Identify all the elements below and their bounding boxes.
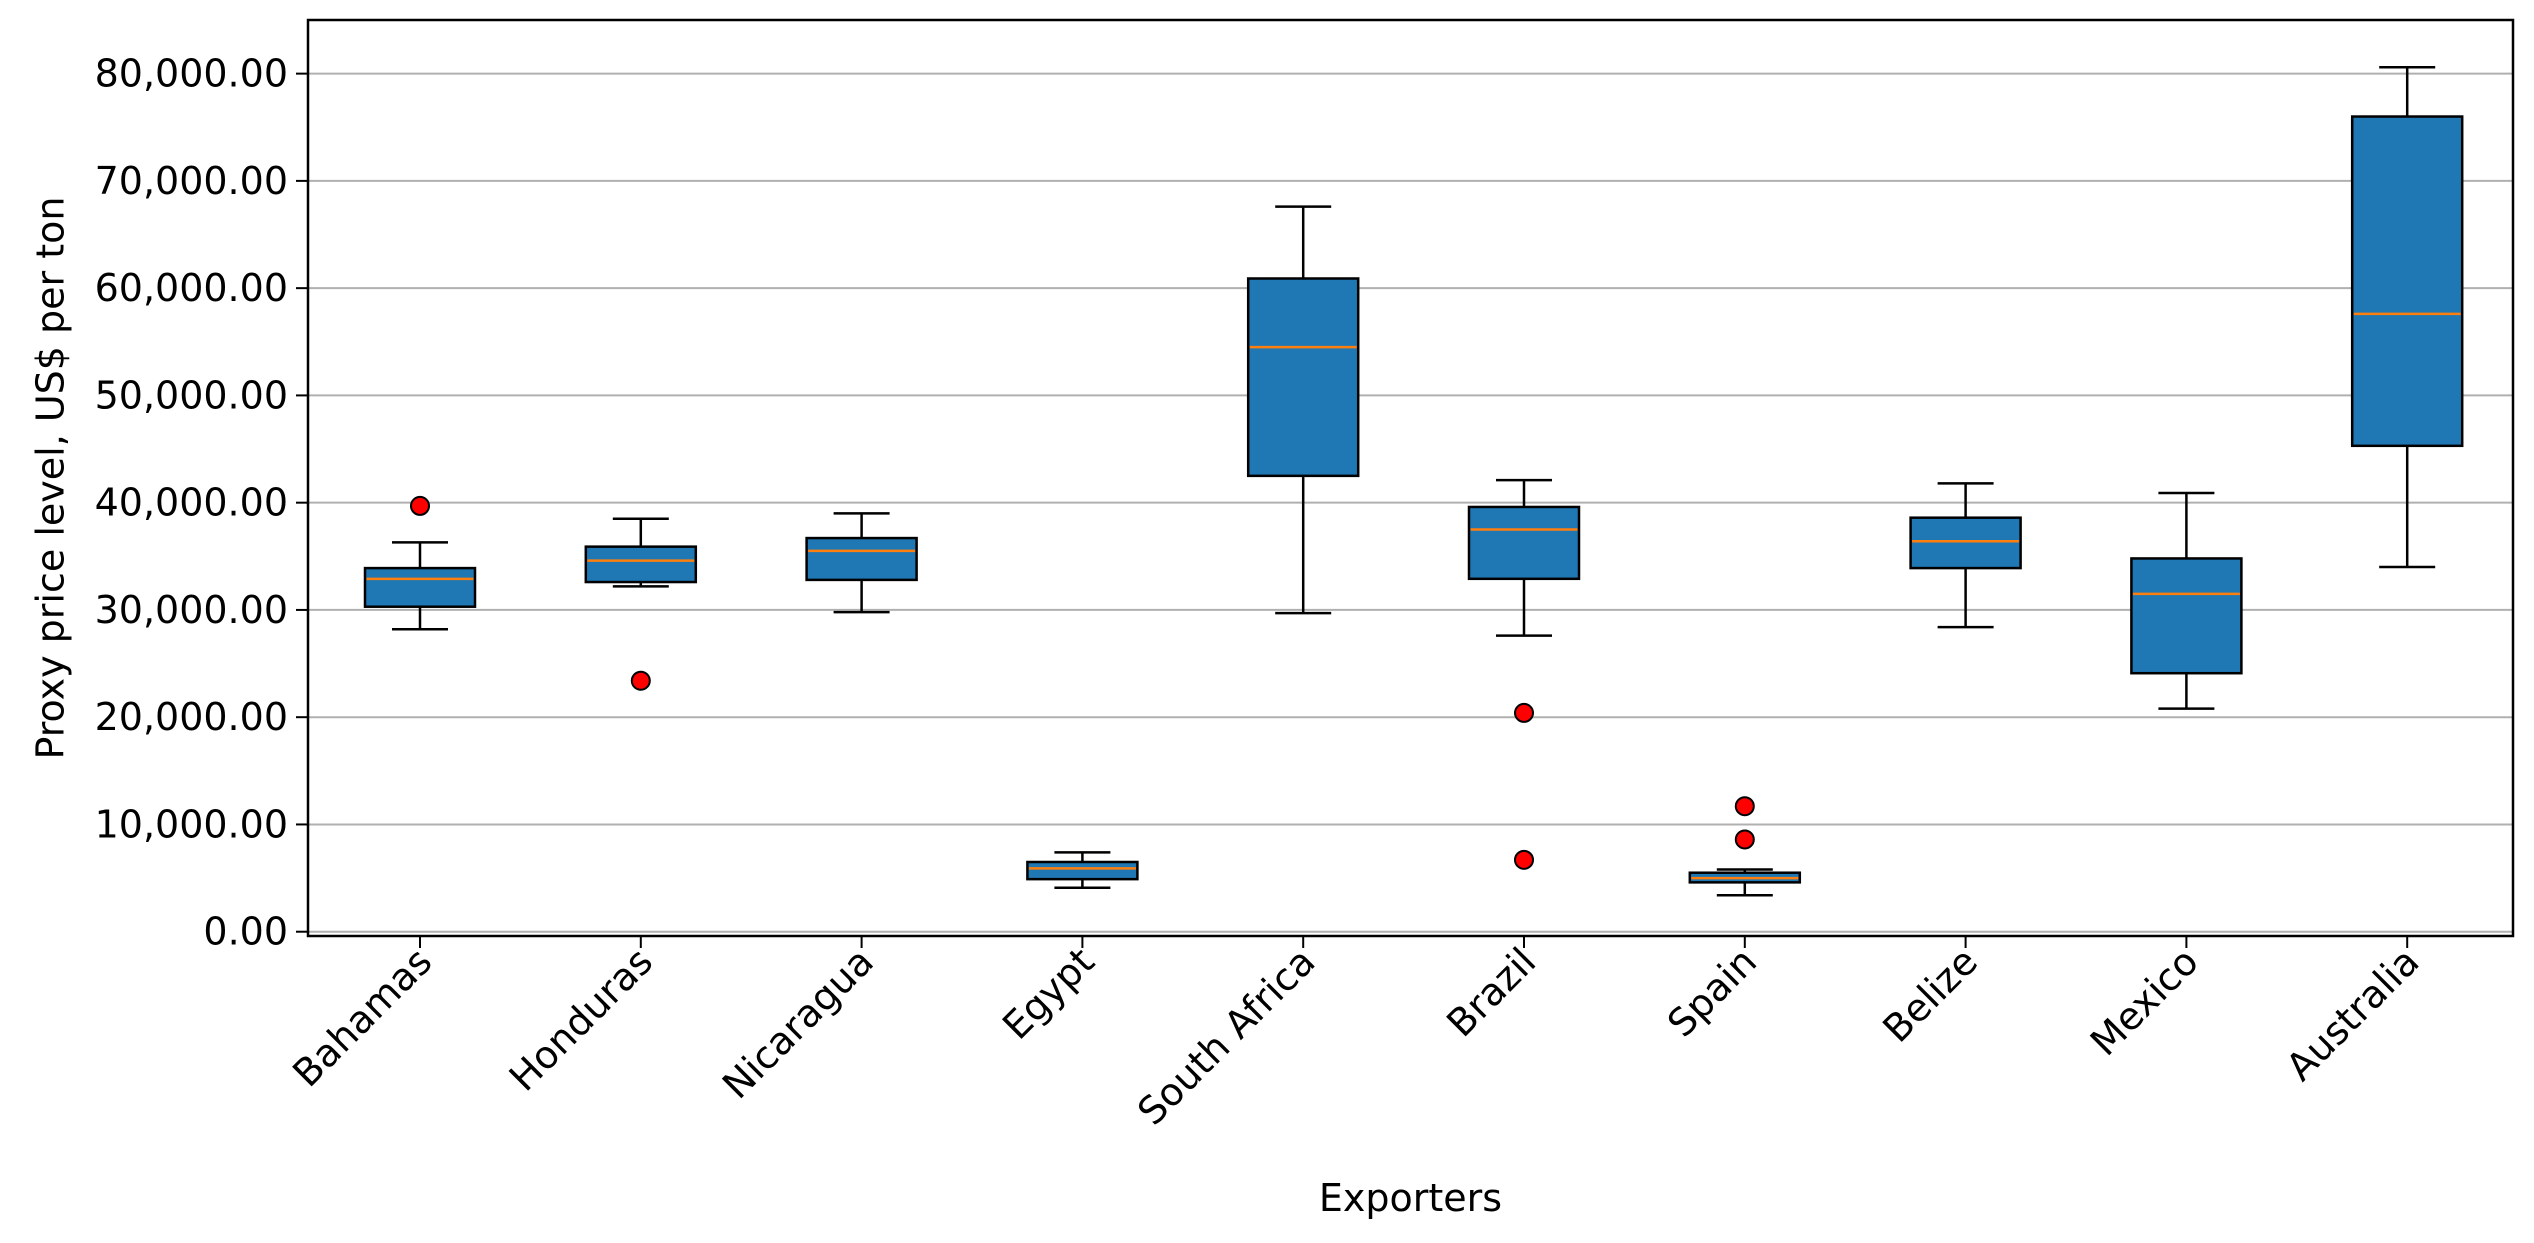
y-tick-label: 60,000.00 <box>95 266 288 310</box>
outlier-point <box>1734 796 1755 817</box>
outlier-point <box>1514 702 1534 723</box>
box-group <box>1026 851 1139 889</box>
y-axis: 0.00 10,000.00 20,000.00 30,000.00 40,000.00… <box>95 52 308 954</box>
box-iqr <box>1026 860 1139 881</box>
box-iqr <box>363 566 477 608</box>
box-iqr <box>805 536 918 582</box>
x-axis-label: Exporters <box>1319 1176 1502 1220</box>
box-group <box>2130 491 2243 710</box>
y-tick-label: 10,000.00 <box>95 802 288 846</box>
box-iqr <box>1909 516 2022 570</box>
box-group <box>363 495 477 631</box>
plot-frame <box>306 18 2515 938</box>
box-iqr <box>2350 115 2464 448</box>
outlier-point <box>630 670 651 691</box>
y-tick-label: 20,000.00 <box>95 695 288 739</box>
box-group <box>1246 205 1360 615</box>
y-tick-label: 50,000.00 <box>95 373 288 417</box>
box-iqr <box>584 545 698 584</box>
box-group <box>805 512 918 614</box>
box-group <box>1909 482 2022 629</box>
y-axis-label: Proxy price level, US$ per ton <box>28 197 72 760</box>
box-group <box>1467 478 1581 870</box>
box-iqr <box>1467 505 1581 581</box>
y-gridlines <box>308 72 2513 933</box>
y-tick-label: 40,000.00 <box>95 481 288 525</box>
outlier-point <box>1734 829 1755 850</box>
box-group <box>584 517 698 691</box>
outlier-point <box>1514 849 1534 870</box>
outlier-point <box>410 495 430 516</box>
y-tick-label: 30,000.00 <box>95 588 288 632</box>
y-tick-label: 70,000.00 <box>95 159 288 203</box>
box-series <box>363 65 2464 897</box>
box-iqr <box>1246 277 1360 478</box>
y-tick-label: 80,000.00 <box>95 52 288 96</box>
y-tick-label: 0.00 <box>203 910 288 954</box>
box-iqr <box>2130 557 2243 675</box>
box-group <box>1688 796 1802 897</box>
box-group <box>2350 65 2464 569</box>
